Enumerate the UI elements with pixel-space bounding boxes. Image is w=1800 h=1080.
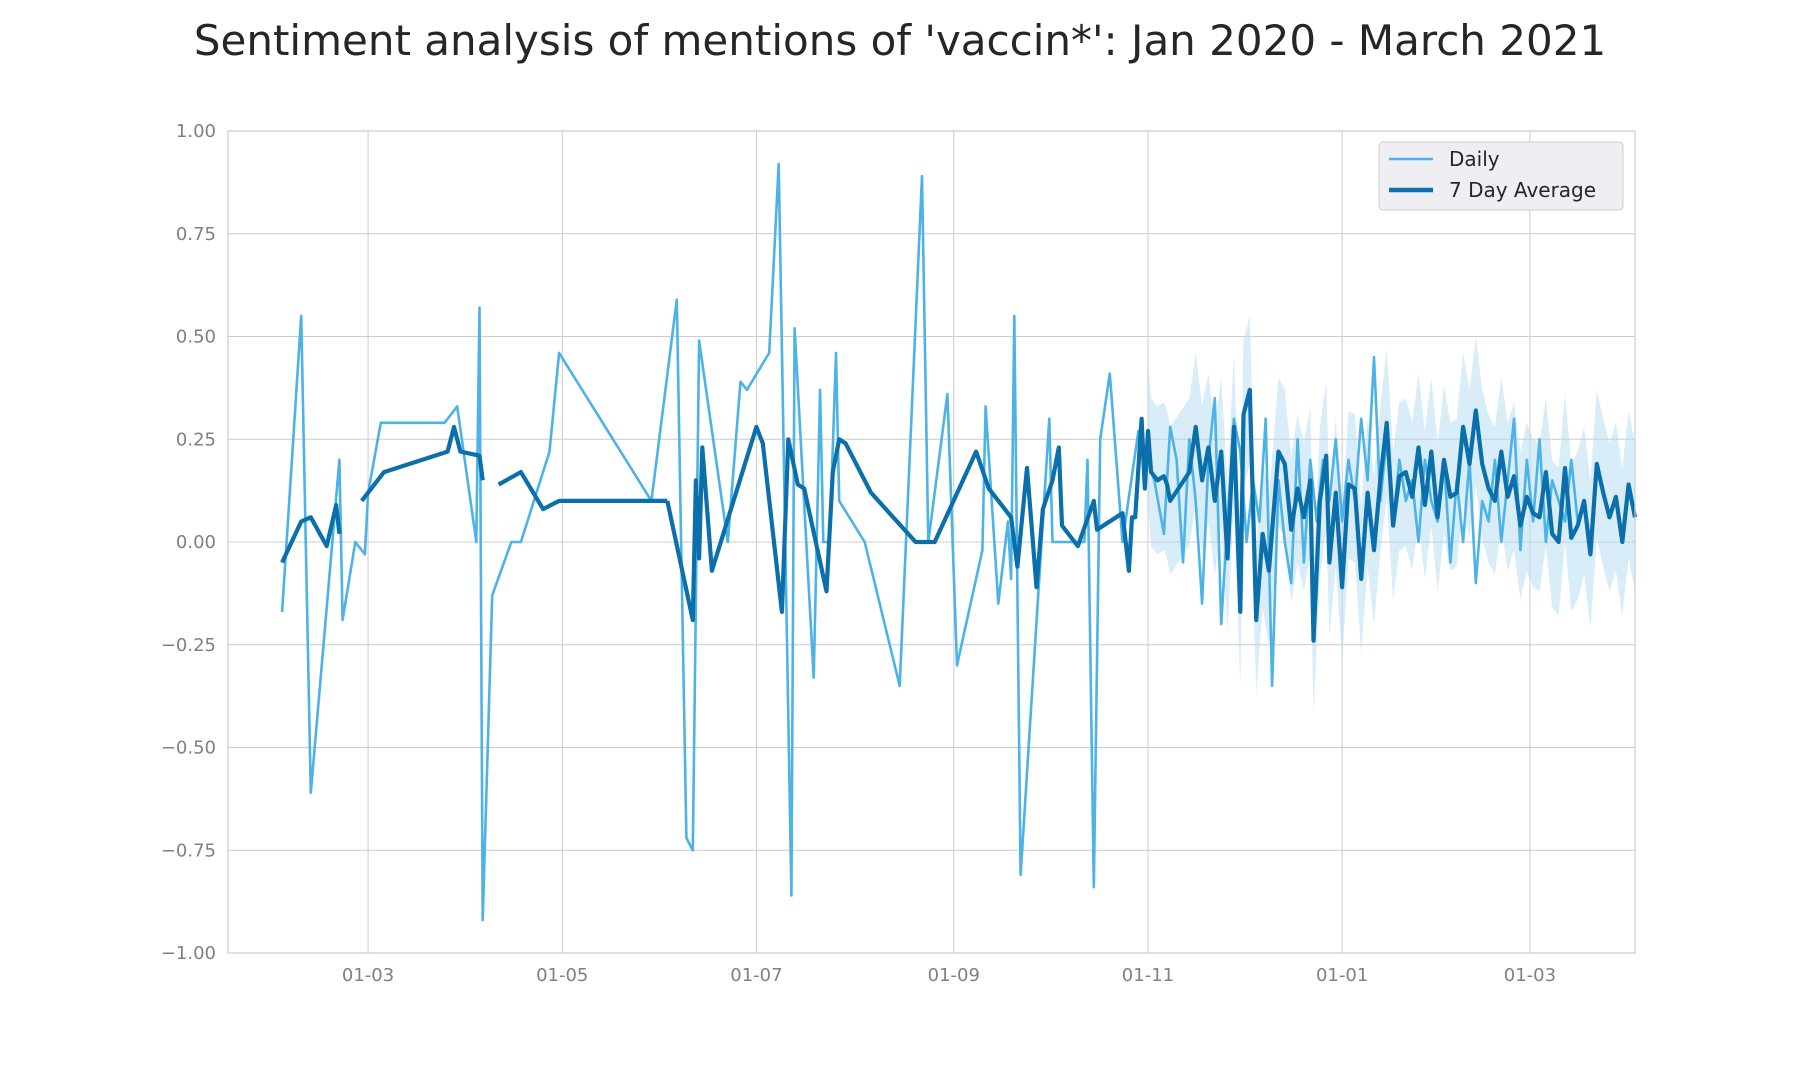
y-tick-label: 0.00 xyxy=(176,532,216,553)
y-tick-label: −1.00 xyxy=(161,943,216,964)
y-tick-label: −0.25 xyxy=(161,635,216,656)
y-tick-label: 0.25 xyxy=(176,429,216,450)
x-tick-label: 01-05 xyxy=(536,965,588,986)
legend-average-label: 7 Day Average xyxy=(1449,178,1596,202)
legend-daily-label: Daily xyxy=(1449,147,1500,171)
x-axis-tick-labels: 01-03 01-05 01-07 01-09 01-11 01-01 01-03 xyxy=(342,965,1556,986)
x-tick-label: 01-03 xyxy=(1504,965,1556,986)
average-line-segment xyxy=(280,502,342,564)
x-tick-label: 01-03 xyxy=(342,965,394,986)
legend: Daily 7 Day Average xyxy=(1378,141,1624,211)
x-tick-label: 01-01 xyxy=(1316,965,1368,986)
plot-frame xyxy=(227,130,1636,954)
x-tick-label: 01-11 xyxy=(1122,965,1174,986)
average-line-segment xyxy=(665,387,1638,643)
y-tick-label: −0.75 xyxy=(161,840,216,861)
chart-title: Sentiment analysis of mentions of 'vacci… xyxy=(193,16,1607,65)
average-line-segment xyxy=(497,470,668,512)
y-tick-label: −0.50 xyxy=(161,738,216,759)
x-tick-label: 01-09 xyxy=(928,965,980,986)
average-line-segment xyxy=(360,424,485,503)
seven-day-average-series xyxy=(280,387,1638,643)
y-tick-label: 0.50 xyxy=(176,327,216,348)
x-tick-label: 01-07 xyxy=(730,965,782,986)
y-axis-tick-labels: 1.00 0.75 0.50 0.25 0.00 −0.25 −0.50 −0.75 −1.00 xyxy=(161,121,216,964)
y-tick-label: 1.00 xyxy=(176,121,216,142)
daily-line xyxy=(280,162,1582,922)
legend-box xyxy=(1378,141,1624,211)
y-tick-label: 0.75 xyxy=(176,224,216,245)
